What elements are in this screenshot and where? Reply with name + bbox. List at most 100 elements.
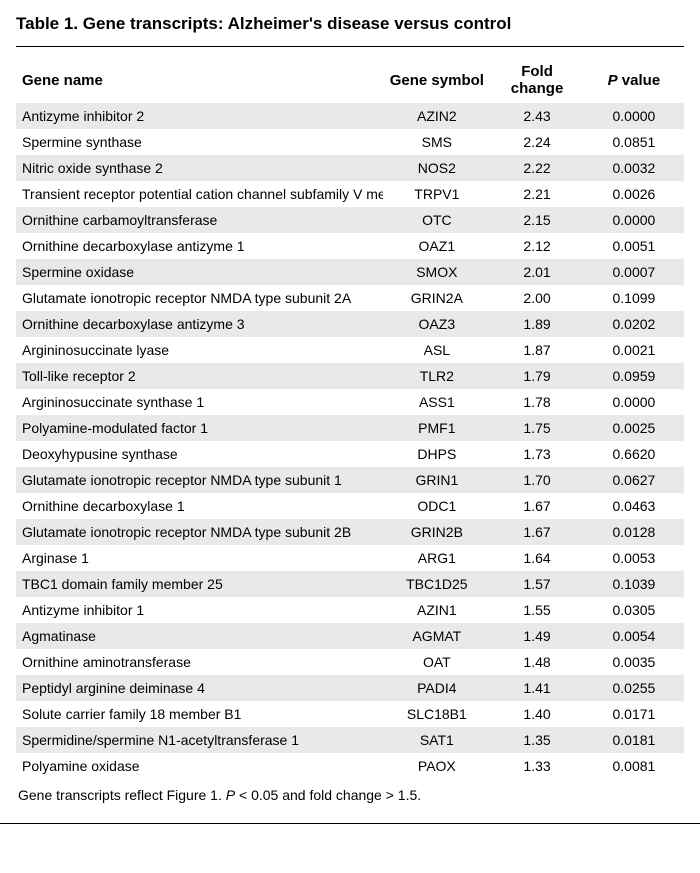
cell-p-value: 0.1099 [584,285,684,311]
cell-gene-name: Toll-like receptor 2 [16,363,383,389]
cell-p-value: 0.0000 [584,103,684,129]
table-row: Spermine synthaseSMS2.240.0851 [16,129,684,155]
table-header: Gene name Gene symbol Fold change P valu… [16,57,684,103]
cell-gene-name: Ornithine decarboxylase antizyme 3 [16,311,383,337]
cell-gene-name: Antizyme inhibitor 1 [16,597,383,623]
footnote-post: < 0.05 and fold change > 1.5. [235,787,421,803]
table-row: Spermidine/spermine N1-acetyltransferase… [16,727,684,753]
cell-gene-name: Solute carrier family 18 member B1 [16,701,383,727]
table-row: Nitric oxide synthase 2NOS22.220.0032 [16,155,684,181]
table-row: Polyamine-modulated factor 1PMF11.750.00… [16,415,684,441]
cell-gene-symbol: ODC1 [383,493,490,519]
cell-fold-change: 1.70 [490,467,584,493]
cell-gene-name: Spermine synthase [16,129,383,155]
cell-p-value: 0.0035 [584,649,684,675]
cell-gene-symbol: DHPS [383,441,490,467]
cell-p-value: 0.0255 [584,675,684,701]
cell-gene-symbol: NOS2 [383,155,490,181]
cell-p-value: 0.0202 [584,311,684,337]
cell-p-value: 0.0959 [584,363,684,389]
table-row: AgmatinaseAGMAT1.490.0054 [16,623,684,649]
table-row: Solute carrier family 18 member B1SLC18B… [16,701,684,727]
cell-gene-symbol: PMF1 [383,415,490,441]
cell-gene-name: TBC1 domain family member 25 [16,571,383,597]
cell-gene-symbol: ASL [383,337,490,363]
cell-fold-change: 2.43 [490,103,584,129]
table-row: Ornithine carbamoyltransferaseOTC2.150.0… [16,207,684,233]
table-row: Arginase 1ARG11.640.0053 [16,545,684,571]
cell-gene-name: Nitric oxide synthase 2 [16,155,383,181]
cell-p-value: 0.0000 [584,207,684,233]
cell-fold-change: 1.57 [490,571,584,597]
cell-fold-change: 1.78 [490,389,584,415]
cell-fold-change: 1.49 [490,623,584,649]
table-row: Spermine oxidaseSMOX2.010.0007 [16,259,684,285]
cell-gene-name: Ornithine carbamoyltransferase [16,207,383,233]
cell-fold-change: 1.55 [490,597,584,623]
cell-fold-change: 2.00 [490,285,584,311]
cell-gene-symbol: TBC1D25 [383,571,490,597]
cell-p-value: 0.0051 [584,233,684,259]
cell-fold-change: 1.35 [490,727,584,753]
cell-gene-name: Glutamate ionotropic receptor NMDA type … [16,519,383,545]
table-row: Polyamine oxidasePAOX1.330.0081 [16,753,684,779]
table-body: Antizyme inhibitor 2AZIN22.430.0000Sperm… [16,103,684,779]
cell-p-value: 0.0054 [584,623,684,649]
cell-p-value: 0.0007 [584,259,684,285]
cell-fold-change: 1.33 [490,753,584,779]
cell-gene-name: Argininosuccinate synthase 1 [16,389,383,415]
cell-gene-symbol: ASS1 [383,389,490,415]
cell-gene-symbol: GRIN2B [383,519,490,545]
pval-italic: P [608,72,618,89]
cell-gene-name: Antizyme inhibitor 2 [16,103,383,129]
cell-p-value: 0.0181 [584,727,684,753]
cell-gene-name: Ornithine decarboxylase 1 [16,493,383,519]
table-row: Transient receptor potential cation chan… [16,181,684,207]
cell-gene-symbol: SLC18B1 [383,701,490,727]
col-header-pvalue: P value [584,57,684,103]
cell-p-value: 0.0000 [584,389,684,415]
cell-p-value: 0.0851 [584,129,684,155]
cell-fold-change: 2.15 [490,207,584,233]
table-container: Table 1. Gene transcripts: Alzheimer's d… [0,0,700,824]
table-row: Toll-like receptor 2TLR21.790.0959 [16,363,684,389]
cell-fold-change: 1.73 [490,441,584,467]
cell-gene-symbol: GRIN1 [383,467,490,493]
table-row: Antizyme inhibitor 2AZIN22.430.0000 [16,103,684,129]
table-row: Glutamate ionotropic receptor NMDA type … [16,285,684,311]
table-row: Glutamate ionotropic receptor NMDA type … [16,519,684,545]
cell-fold-change: 1.87 [490,337,584,363]
table-row: Peptidyl arginine deiminase 4PADI41.410.… [16,675,684,701]
cell-fold-change: 1.79 [490,363,584,389]
cell-gene-symbol: PADI4 [383,675,490,701]
table-row: Ornithine decarboxylase antizyme 3OAZ31.… [16,311,684,337]
table-row: Ornithine decarboxylase antizyme 1OAZ12.… [16,233,684,259]
cell-gene-name: Glutamate ionotropic receptor NMDA type … [16,467,383,493]
gene-table: Gene name Gene symbol Fold change P valu… [16,57,684,779]
cell-gene-symbol: TLR2 [383,363,490,389]
cell-gene-symbol: ARG1 [383,545,490,571]
cell-p-value: 0.0032 [584,155,684,181]
cell-fold-change: 1.67 [490,519,584,545]
cell-gene-name: Ornithine aminotransferase [16,649,383,675]
col-header-name: Gene name [16,57,383,103]
cell-gene-symbol: OTC [383,207,490,233]
cell-gene-symbol: AZIN1 [383,597,490,623]
footnote-pre: Gene transcripts reflect Figure 1. [18,787,226,803]
cell-p-value: 0.0021 [584,337,684,363]
cell-gene-symbol: SMS [383,129,490,155]
cell-p-value: 0.0463 [584,493,684,519]
footnote-italic: P [226,787,235,803]
table-row: TBC1 domain family member 25TBC1D251.570… [16,571,684,597]
col-header-symbol: Gene symbol [383,57,490,103]
pval-suffix: value [618,72,661,89]
cell-p-value: 0.6620 [584,441,684,467]
cell-p-value: 0.1039 [584,571,684,597]
cell-gene-name: Polyamine oxidase [16,753,383,779]
cell-gene-name: Polyamine-modulated factor 1 [16,415,383,441]
cell-gene-symbol: TRPV1 [383,181,490,207]
cell-gene-name: Spermidine/spermine N1-acetyltransferase… [16,727,383,753]
cell-gene-name: Argininosuccinate lyase [16,337,383,363]
cell-fold-change: 1.64 [490,545,584,571]
table-row: Deoxyhypusine synthaseDHPS1.730.6620 [16,441,684,467]
